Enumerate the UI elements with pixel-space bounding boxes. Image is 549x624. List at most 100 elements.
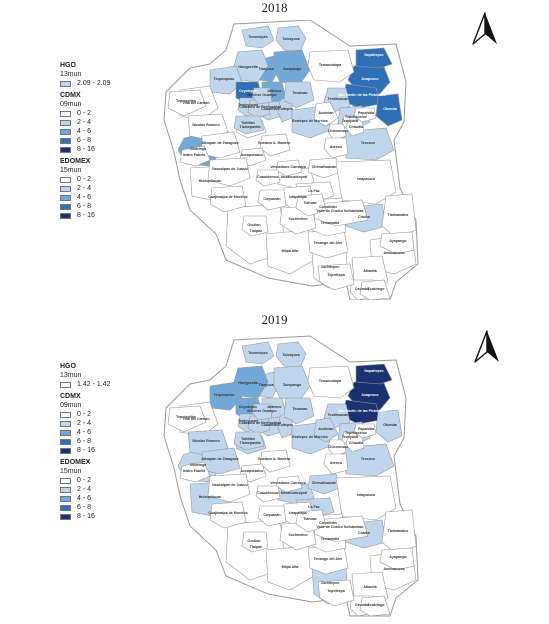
municipality-label: Ecatepec de Morelos <box>292 435 328 439</box>
municipality-label: Tepotzotlán <box>176 99 196 103</box>
legend: HGO 13mun 2.09 - 2.09 CDMX 09mun 0 - 2 2… <box>60 58 110 220</box>
municipality-region <box>209 501 247 529</box>
municipality-label: Axapusco <box>361 77 379 81</box>
legend-row: 6 - 8 <box>60 202 110 211</box>
municipality-region <box>275 159 303 177</box>
municipality-label: Iztapalapa <box>289 195 307 199</box>
legend-row: 2 - 4 <box>60 485 110 494</box>
legend-label: 4 - 6 <box>77 194 92 201</box>
municipality-region <box>283 81 315 109</box>
legend-row: 0 - 2 <box>60 175 110 184</box>
municipality-label: Atlautla <box>363 585 377 589</box>
municipality-label: Azcapotzalco <box>241 469 265 473</box>
municipality-label: Azcapotzalco <box>241 153 265 157</box>
municipality-label: Chiconcuac <box>328 129 348 133</box>
municipality-label: San Martín de las Pirámides <box>338 93 386 97</box>
municipality-label: Ecatepec de Morelos <box>292 119 328 123</box>
municipality-label: Ayapango <box>389 239 407 243</box>
municipality-region <box>313 515 369 543</box>
legend-swatch <box>60 212 71 219</box>
municipality-label: Villa del Carbón <box>182 101 209 105</box>
municipality-label: Atenco <box>330 145 343 149</box>
north-arrow-icon <box>474 330 499 363</box>
municipality-label: Tepetlixpa <box>327 589 346 593</box>
municipality-region <box>313 417 339 443</box>
municipality-region <box>207 157 251 187</box>
municipality-region <box>353 423 377 439</box>
year-title: 2018 <box>261 0 288 15</box>
municipality-label: Tolcayuca <box>282 353 300 357</box>
municipality-label: Iztapalapa <box>289 511 307 515</box>
legend-swatch <box>60 513 71 520</box>
municipality-region <box>251 403 273 421</box>
municipality-label: Ixtapaluca <box>357 493 376 497</box>
municipality-label: Tolcayuca <box>282 37 300 41</box>
municipality-region <box>241 341 275 365</box>
municipality-label: Cuautitlán <box>261 107 279 111</box>
legend-group-title: HGO <box>60 62 76 69</box>
municipality-label: Milpa Alta <box>282 249 300 253</box>
municipality-label: Chiconcuac <box>328 445 348 449</box>
municipality-label: Acolman <box>318 427 333 431</box>
legend-label: 4 - 6 <box>77 128 92 135</box>
municipality-label: Jaltenco <box>267 405 282 409</box>
municipality-region <box>323 137 349 159</box>
municipality-region <box>379 547 415 571</box>
municipality-label: Cuajimalpa de Morelos <box>208 511 247 515</box>
municipality-region <box>233 431 265 451</box>
municipality-label: Hueypoxtla <box>238 65 258 69</box>
map-panel-2019: 2019 HGO 13mun 1.42 - 1.42 CDMX 09mun 0 … <box>0 312 549 624</box>
municipality-region <box>317 263 355 291</box>
municipality-label: Tláhuac <box>303 517 317 521</box>
municipality-label: Cocotitlán <box>319 205 337 209</box>
municipality-label: Hueypoxtla <box>238 381 258 385</box>
municipality-region <box>355 363 393 385</box>
municipality-region <box>255 169 281 187</box>
municipality-label: Tenango del Aire <box>314 557 343 561</box>
municipality-label: Coyoacán <box>263 513 280 517</box>
legend-swatch <box>60 504 71 511</box>
municipality-region <box>167 405 207 433</box>
municipality-region <box>241 215 269 237</box>
municipality-label: Tultitlán <box>241 437 255 441</box>
legend-group-subtitle: 13mun <box>60 71 82 78</box>
legend-swatch <box>60 203 71 210</box>
legend-swatch <box>60 477 71 484</box>
municipality-label: Isidro Fabela <box>183 469 206 473</box>
municipality-label: Tultitlán <box>241 121 255 125</box>
municipality-label: Cocotitlán <box>319 521 337 525</box>
municipality-label: Tecámac <box>292 91 307 95</box>
legend-swatch <box>60 146 71 153</box>
municipality-label: Xochimilco <box>288 533 308 537</box>
municipality-label: Tlalmanalco <box>388 213 410 217</box>
municipality-label: Teoloyucan <box>238 419 258 423</box>
legend-row: 8 - 16 <box>60 145 110 154</box>
legend-label: 2 - 4 <box>77 486 92 493</box>
municipality-label: Atizapán de Zaragoza <box>202 141 240 145</box>
municipality-label: Atlautla <box>363 269 377 273</box>
municipality-label: La Paz <box>308 189 320 193</box>
municipality-label: Teoloyucan <box>238 103 258 107</box>
legend-swatch <box>60 381 71 388</box>
legend-row: 4 - 6 <box>60 494 110 503</box>
municipality-label: Valle de Chalco Solidaridad <box>317 525 364 529</box>
municipality-region <box>233 115 265 135</box>
municipality-label: Nicolás Romero <box>192 439 220 443</box>
legend-row: 8 - 16 <box>60 446 110 455</box>
legend-label: 6 - 8 <box>77 438 92 445</box>
municipality-label: Cuauhtémoc <box>257 175 279 179</box>
municipality-label: Atenco <box>330 461 343 465</box>
municipality-label: Huixquilucan <box>199 179 222 183</box>
municipality-label: Juchitepec <box>321 265 340 269</box>
legend-label: 2 - 4 <box>77 119 92 126</box>
municipality-region <box>375 409 403 443</box>
municipality-label: Tequixquiac <box>214 393 235 397</box>
legend-group-title: EDOMEX <box>60 158 91 165</box>
legend-label: 8 - 16 <box>77 212 95 219</box>
municipality-region <box>379 231 415 255</box>
municipality-label: Acolman <box>318 111 333 115</box>
municipality-region <box>307 473 341 495</box>
legend-row: 4 - 6 <box>60 428 110 437</box>
legend-group-title: HGO <box>60 363 76 370</box>
municipality-label: Tecámac <box>292 407 307 411</box>
